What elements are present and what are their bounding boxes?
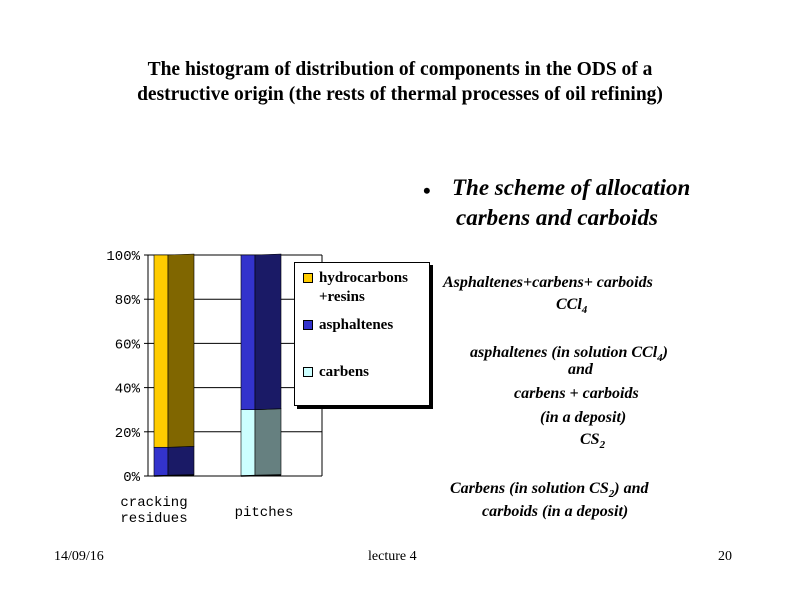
bar-base-0 <box>154 475 194 476</box>
scheme-carboids-deposit: carboids (in a deposit) <box>482 503 628 521</box>
legend-label-hydrocarbons: hydrocarbons <box>319 270 408 287</box>
bullet-icon: • <box>423 178 431 204</box>
legend-swatch-hydrocarbons <box>303 273 313 283</box>
y-tick-label-5: 100% <box>106 249 140 265</box>
result-carbens-text: Carbens (in solution CS <box>450 480 609 497</box>
legend-swatch-asphaltenes <box>303 320 313 330</box>
bar-side-0-1 <box>168 446 194 476</box>
footer-date: 14/09/16 <box>54 549 104 565</box>
bar-side-1-0 <box>255 409 281 476</box>
result-asphaltenes-text: asphaltenes (in solution CCl <box>470 344 657 361</box>
y-tick-label-1: 20% <box>115 426 141 442</box>
scheme-carbens-carboids: carbens + carboids <box>514 385 639 403</box>
bar-front-1-0 <box>241 410 255 476</box>
footer-lecture: lecture 4 <box>368 549 417 565</box>
legend-label-resins: +resins <box>319 289 365 306</box>
chart-legend: hydrocarbons +resins asphaltenes carbens <box>294 262 430 406</box>
solvent-ccl4-text: CCl <box>556 296 582 313</box>
y-tick-label-2: 40% <box>115 382 141 398</box>
scheme-in-deposit: (in a deposit) <box>540 409 626 427</box>
legend-label-carbens: carbens <box>319 364 369 381</box>
bar-front-1-1 <box>241 255 255 410</box>
bar-front-0-1 <box>154 447 168 476</box>
scheme-result-carbens: Carbens (in solution CS2) and <box>450 480 648 500</box>
solvent-cs2-subscript: 2 <box>600 439 606 451</box>
bar-side-1-1 <box>255 254 281 410</box>
bar-side-0-2 <box>168 254 194 447</box>
legend-swatch-carbens <box>303 367 313 377</box>
solvent-ccl4-subscript: 4 <box>582 304 588 316</box>
y-tick-label-4: 80% <box>115 293 141 309</box>
result-carbens-end: ) and <box>614 480 648 497</box>
y-tick-label-0: 0% <box>123 470 140 486</box>
category-label-cracking-residues: cracking residues <box>116 495 192 527</box>
scheme-heading-line2: carbens and carboids <box>456 205 658 231</box>
solvent-cs2-text: CS <box>580 431 600 448</box>
scheme-and: and <box>568 361 593 379</box>
bar-front-0-2 <box>154 255 168 447</box>
y-tick-label-3: 60% <box>115 337 141 353</box>
legend-label-asphaltenes: asphaltenes <box>319 317 393 334</box>
scheme-heading-line1: The scheme of allocation <box>452 175 690 201</box>
category-label-pitches: pitches <box>226 505 302 521</box>
category-label-cracking: cracking <box>116 495 192 511</box>
scheme-reagents: Asphaltenes+carbens+ carboids <box>443 274 653 292</box>
scheme-solvent-ccl4: CCl4 <box>556 296 587 316</box>
result-asphaltenes-close: ) <box>663 344 668 361</box>
category-label-residues: residues <box>116 511 192 527</box>
bar-base-1 <box>241 475 281 476</box>
footer-page-number: 20 <box>718 549 732 565</box>
scheme-solvent-cs2: CS2 <box>580 431 605 451</box>
